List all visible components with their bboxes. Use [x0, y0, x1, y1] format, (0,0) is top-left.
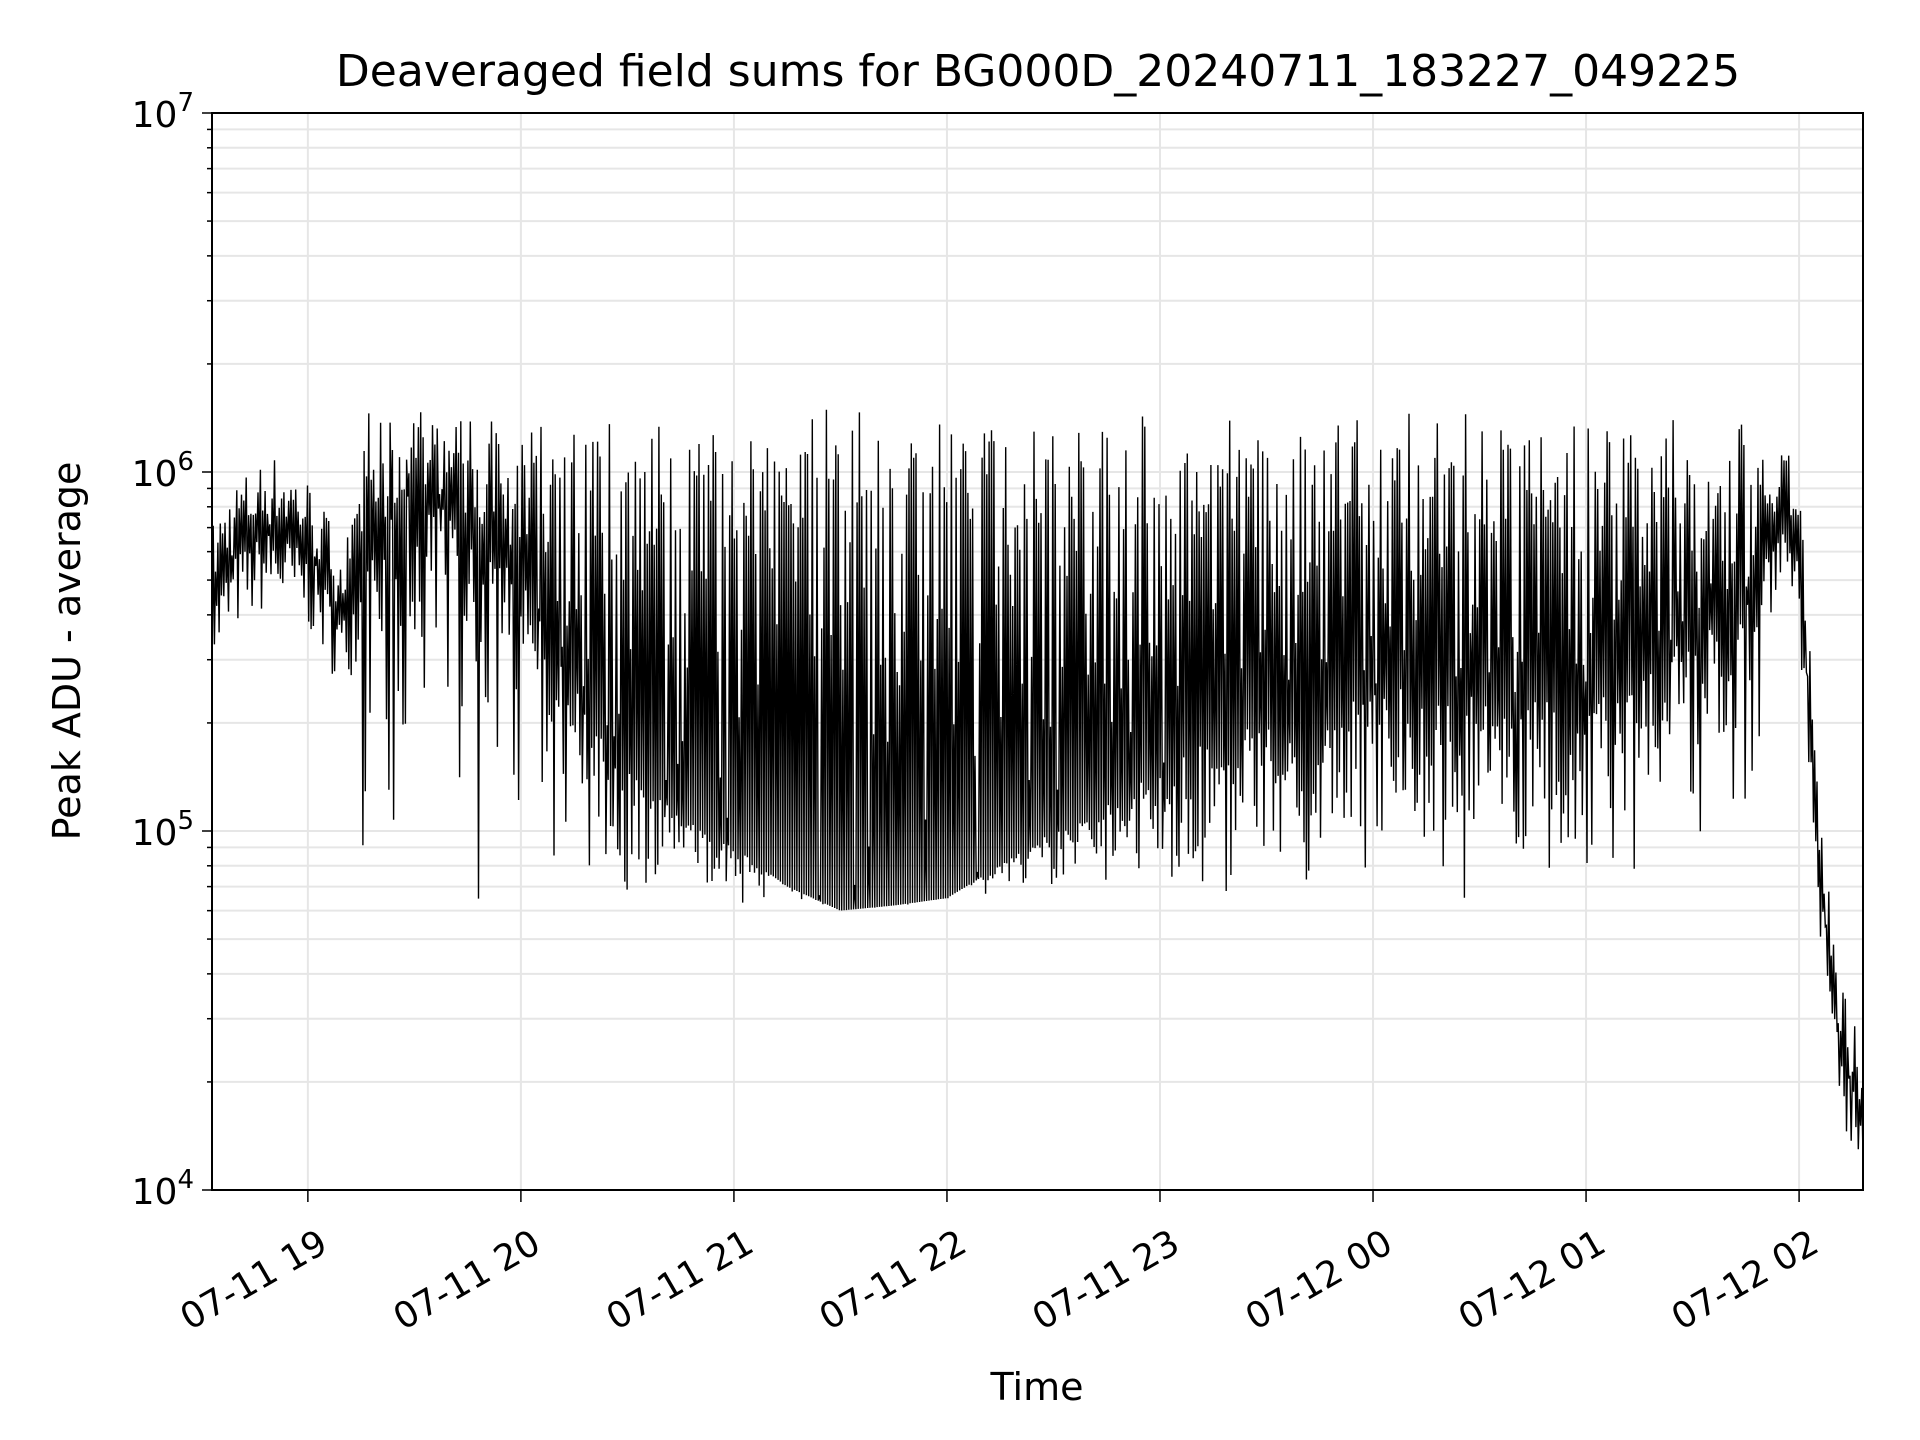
y-tick-label: 105 [132, 806, 194, 854]
x-axis-label: Time [990, 1365, 1084, 1409]
chart-title: Deaveraged field sums for BG000D_2024071… [336, 46, 1740, 97]
y-tick-label: 107 [132, 88, 194, 136]
y-tick-label: 104 [132, 1165, 194, 1213]
y-axis: 104 105 106 107 [132, 88, 212, 1213]
x-tick-label: 07-11 19 [174, 1222, 335, 1338]
plot-frame [211, 112, 1864, 1191]
y-tick-label: 106 [132, 447, 194, 495]
x-tick-label: 07-11 23 [1026, 1222, 1187, 1338]
x-tick-label: 07-12 02 [1665, 1222, 1826, 1338]
series-line [211, 409, 1864, 1159]
x-tick-label: 07-11 20 [387, 1222, 548, 1338]
series-layer [211, 409, 1864, 1159]
x-tick-label: 07-12 00 [1239, 1222, 1400, 1338]
x-axis: 07-11 19 07-11 20 07-11 21 07-11 22 07-11 23… [174, 1190, 1826, 1339]
x-tick-label: 07-11 21 [600, 1222, 761, 1338]
x-tick-label: 07-11 22 [813, 1222, 974, 1338]
x-tick-label: 07-12 01 [1452, 1222, 1613, 1338]
y-axis-label: Peak ADU - average [45, 462, 89, 841]
